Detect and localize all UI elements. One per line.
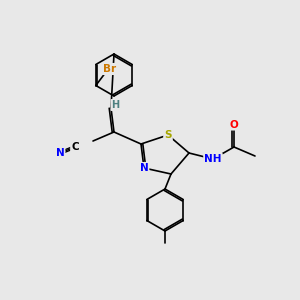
Text: Br: Br: [103, 64, 116, 74]
Text: N: N: [56, 148, 64, 158]
Text: C: C: [71, 142, 79, 152]
Text: S: S: [164, 130, 172, 140]
Text: NH: NH: [204, 154, 222, 164]
Text: O: O: [230, 119, 238, 130]
Text: N: N: [140, 163, 148, 173]
Text: H: H: [111, 100, 120, 110]
